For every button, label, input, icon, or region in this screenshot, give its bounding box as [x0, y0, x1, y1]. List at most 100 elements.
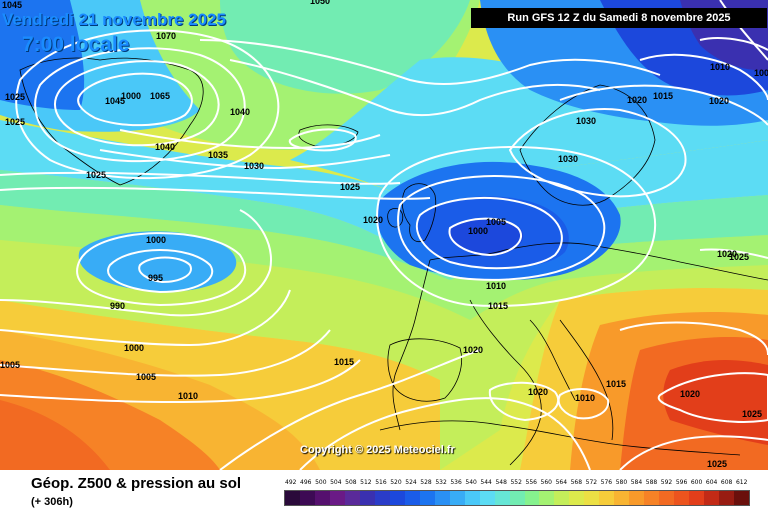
isobar-label: 1025	[5, 92, 25, 102]
color-scale-swatch	[509, 491, 525, 505]
color-scale-swatch	[359, 491, 375, 505]
color-scale-label: 568	[570, 479, 583, 486]
isobar-label: 1005	[754, 68, 768, 78]
isobar-line	[557, 388, 610, 420]
color-scale-label: 592	[660, 479, 673, 486]
isobar-line	[229, 59, 601, 117]
color-scale-label: 552	[510, 479, 522, 486]
isobar-line	[299, 397, 591, 470]
isobar-label: 1025	[5, 117, 25, 127]
color-scale-swatch	[329, 491, 345, 505]
isobar-line	[34, 47, 246, 163]
color-scale-swatch	[464, 491, 480, 505]
color-scale-label: 600	[690, 479, 703, 486]
isobar-line	[77, 72, 193, 127]
color-scale-label: 608	[720, 479, 733, 486]
isobar-label: 1020	[680, 389, 700, 399]
color-scale-label: 612	[735, 479, 748, 486]
copyright-notice: Copyright © 2025 Meteociel.fr	[300, 444, 455, 456]
isobar-label: 1015	[653, 91, 673, 101]
isobar-line	[219, 349, 481, 470]
geopotential-band-568	[0, 240, 768, 470]
isobar-label: 1030	[576, 116, 596, 126]
isobar-label: 1005	[0, 360, 20, 370]
isobar-label: 1030	[558, 154, 578, 164]
isobar-label: 1010	[178, 391, 198, 401]
color-scale-label: 512	[360, 479, 372, 486]
color-scale-label: 528	[420, 479, 432, 486]
isobar-line	[699, 248, 768, 259]
isobar-line	[415, 196, 563, 270]
color-scale-swatch	[629, 491, 645, 505]
color-scale-label: 556	[525, 479, 537, 486]
color-scale-swatch	[659, 491, 675, 505]
isobar-label: 1010	[710, 62, 730, 72]
isobars	[0, 0, 768, 470]
color-scale-swatch	[419, 491, 435, 505]
color-scale-label: 504	[330, 479, 342, 486]
isobar-line	[99, 149, 391, 170]
color-scale-swatch	[314, 491, 330, 505]
isobar-line	[0, 359, 361, 404]
color-scale-swatch	[494, 491, 510, 505]
color-scale: 492 496 500 504 508 512 516 520 524 528 532 536 540 5…	[284, 479, 750, 507]
color-scale-labels: 492 496 500 504 508 512 516 520 524 528 532 536 540 5…	[284, 479, 750, 489]
legend-title: Géop. Z500 & pression au sol	[31, 475, 242, 492]
isobar-label: 1015	[334, 357, 354, 367]
color-scale-label: 604	[705, 479, 718, 486]
color-scale-label: 500	[315, 479, 327, 486]
color-scale-label: 508	[345, 479, 357, 486]
forecast-time: 7:00 locale	[22, 33, 130, 56]
isobar-label: 1035	[208, 150, 228, 160]
color-scale-swatches	[284, 490, 750, 506]
color-scale-label: 524	[405, 479, 417, 486]
color-scale-swatch	[285, 491, 300, 505]
legend-subtitle: (+ 306h)	[31, 496, 73, 508]
isobar-label: 1025	[707, 459, 727, 469]
color-scale-label: 564	[555, 479, 568, 486]
color-scale-swatch	[299, 491, 315, 505]
isobar-label: 1020	[627, 95, 647, 105]
isobar-line	[0, 329, 331, 377]
isobar-label: 1065	[150, 91, 170, 101]
isobar-label: 1050	[310, 0, 330, 6]
isobar-label: 1025	[729, 252, 749, 262]
color-scale-swatch	[569, 491, 585, 505]
color-scale-swatch	[404, 491, 420, 505]
isobar-line	[639, 53, 768, 101]
isobar-label: 1040	[230, 107, 250, 117]
color-scale-swatch	[434, 491, 450, 505]
color-scale-swatch	[449, 491, 465, 505]
color-scale-label: 520	[390, 479, 402, 486]
isobar-line	[397, 175, 606, 281]
isobar-line	[508, 108, 687, 198]
isobar-label: 1020	[528, 387, 548, 397]
color-scale-label: 540	[465, 479, 477, 486]
isobar-label: 1020	[717, 249, 737, 259]
isobar-line	[199, 39, 661, 85]
isobar-label: 1000	[146, 235, 166, 245]
color-scale-label: 544	[480, 479, 492, 486]
color-scale-swatch	[674, 491, 690, 505]
geopotential-band-596	[0, 400, 110, 470]
low-pressure-eye	[449, 218, 524, 256]
isobar-label: 1025	[86, 170, 106, 180]
isobar-label: 1000	[124, 343, 144, 353]
color-scale-label: 584	[630, 479, 643, 486]
color-scale-swatch	[524, 491, 540, 505]
atlantic-low	[78, 231, 237, 292]
isobar-label: 1025	[340, 182, 360, 192]
color-scale-label: 496	[300, 479, 312, 486]
isobar-label: 1020	[363, 215, 383, 225]
color-scale-swatch	[374, 491, 390, 505]
run-info-banner: Run GFS 12 Z du Samedi 8 novembre 2025	[471, 8, 767, 28]
isobar-line	[76, 232, 247, 307]
isobar-label: 1005	[136, 372, 156, 382]
color-scale-swatch	[584, 491, 600, 505]
color-scale-swatch	[644, 491, 660, 505]
geopotential-band-552	[0, 170, 768, 280]
isobar-line	[559, 84, 768, 126]
isobar-line	[0, 171, 401, 185]
color-scale-label: 492	[285, 479, 297, 486]
